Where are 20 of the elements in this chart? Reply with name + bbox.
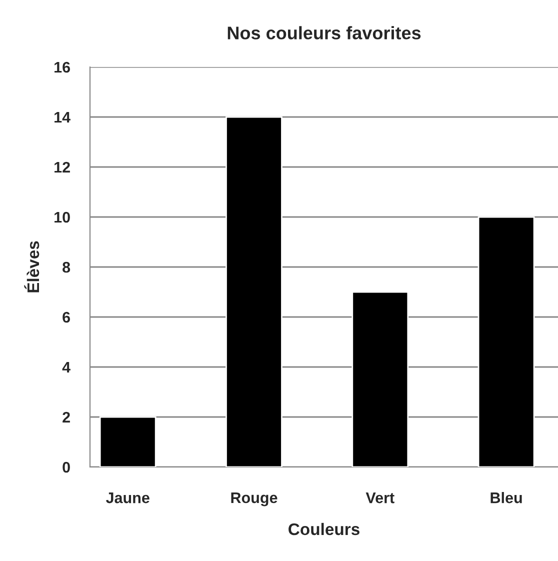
bar [226,116,282,467]
x-tick-label: Vert [366,492,394,504]
bar [99,416,156,467]
y-tick-label: 12 [54,162,70,173]
x-axis-title: Couleurs [288,522,360,536]
y-tick-label: 0 [62,462,70,473]
x-tick-label: Jaune [106,492,150,504]
y-tick-label: 6 [62,312,70,323]
chart-title: Nos couleurs favorites [228,26,421,40]
y-tick-label: 14 [54,112,70,123]
y-tick-label: 4 [62,362,70,373]
y-tick-label: 2 [62,412,70,423]
bar [352,291,409,467]
y-tick-label: 16 [54,62,70,73]
x-tick-label: Bleu [490,492,522,504]
bar [478,216,535,467]
x-tick-label: Rouge [231,492,278,506]
y-axis-title: Élèves [24,241,40,292]
y-tick-label: 8 [62,262,70,273]
y-tick-label: 10 [54,212,70,223]
